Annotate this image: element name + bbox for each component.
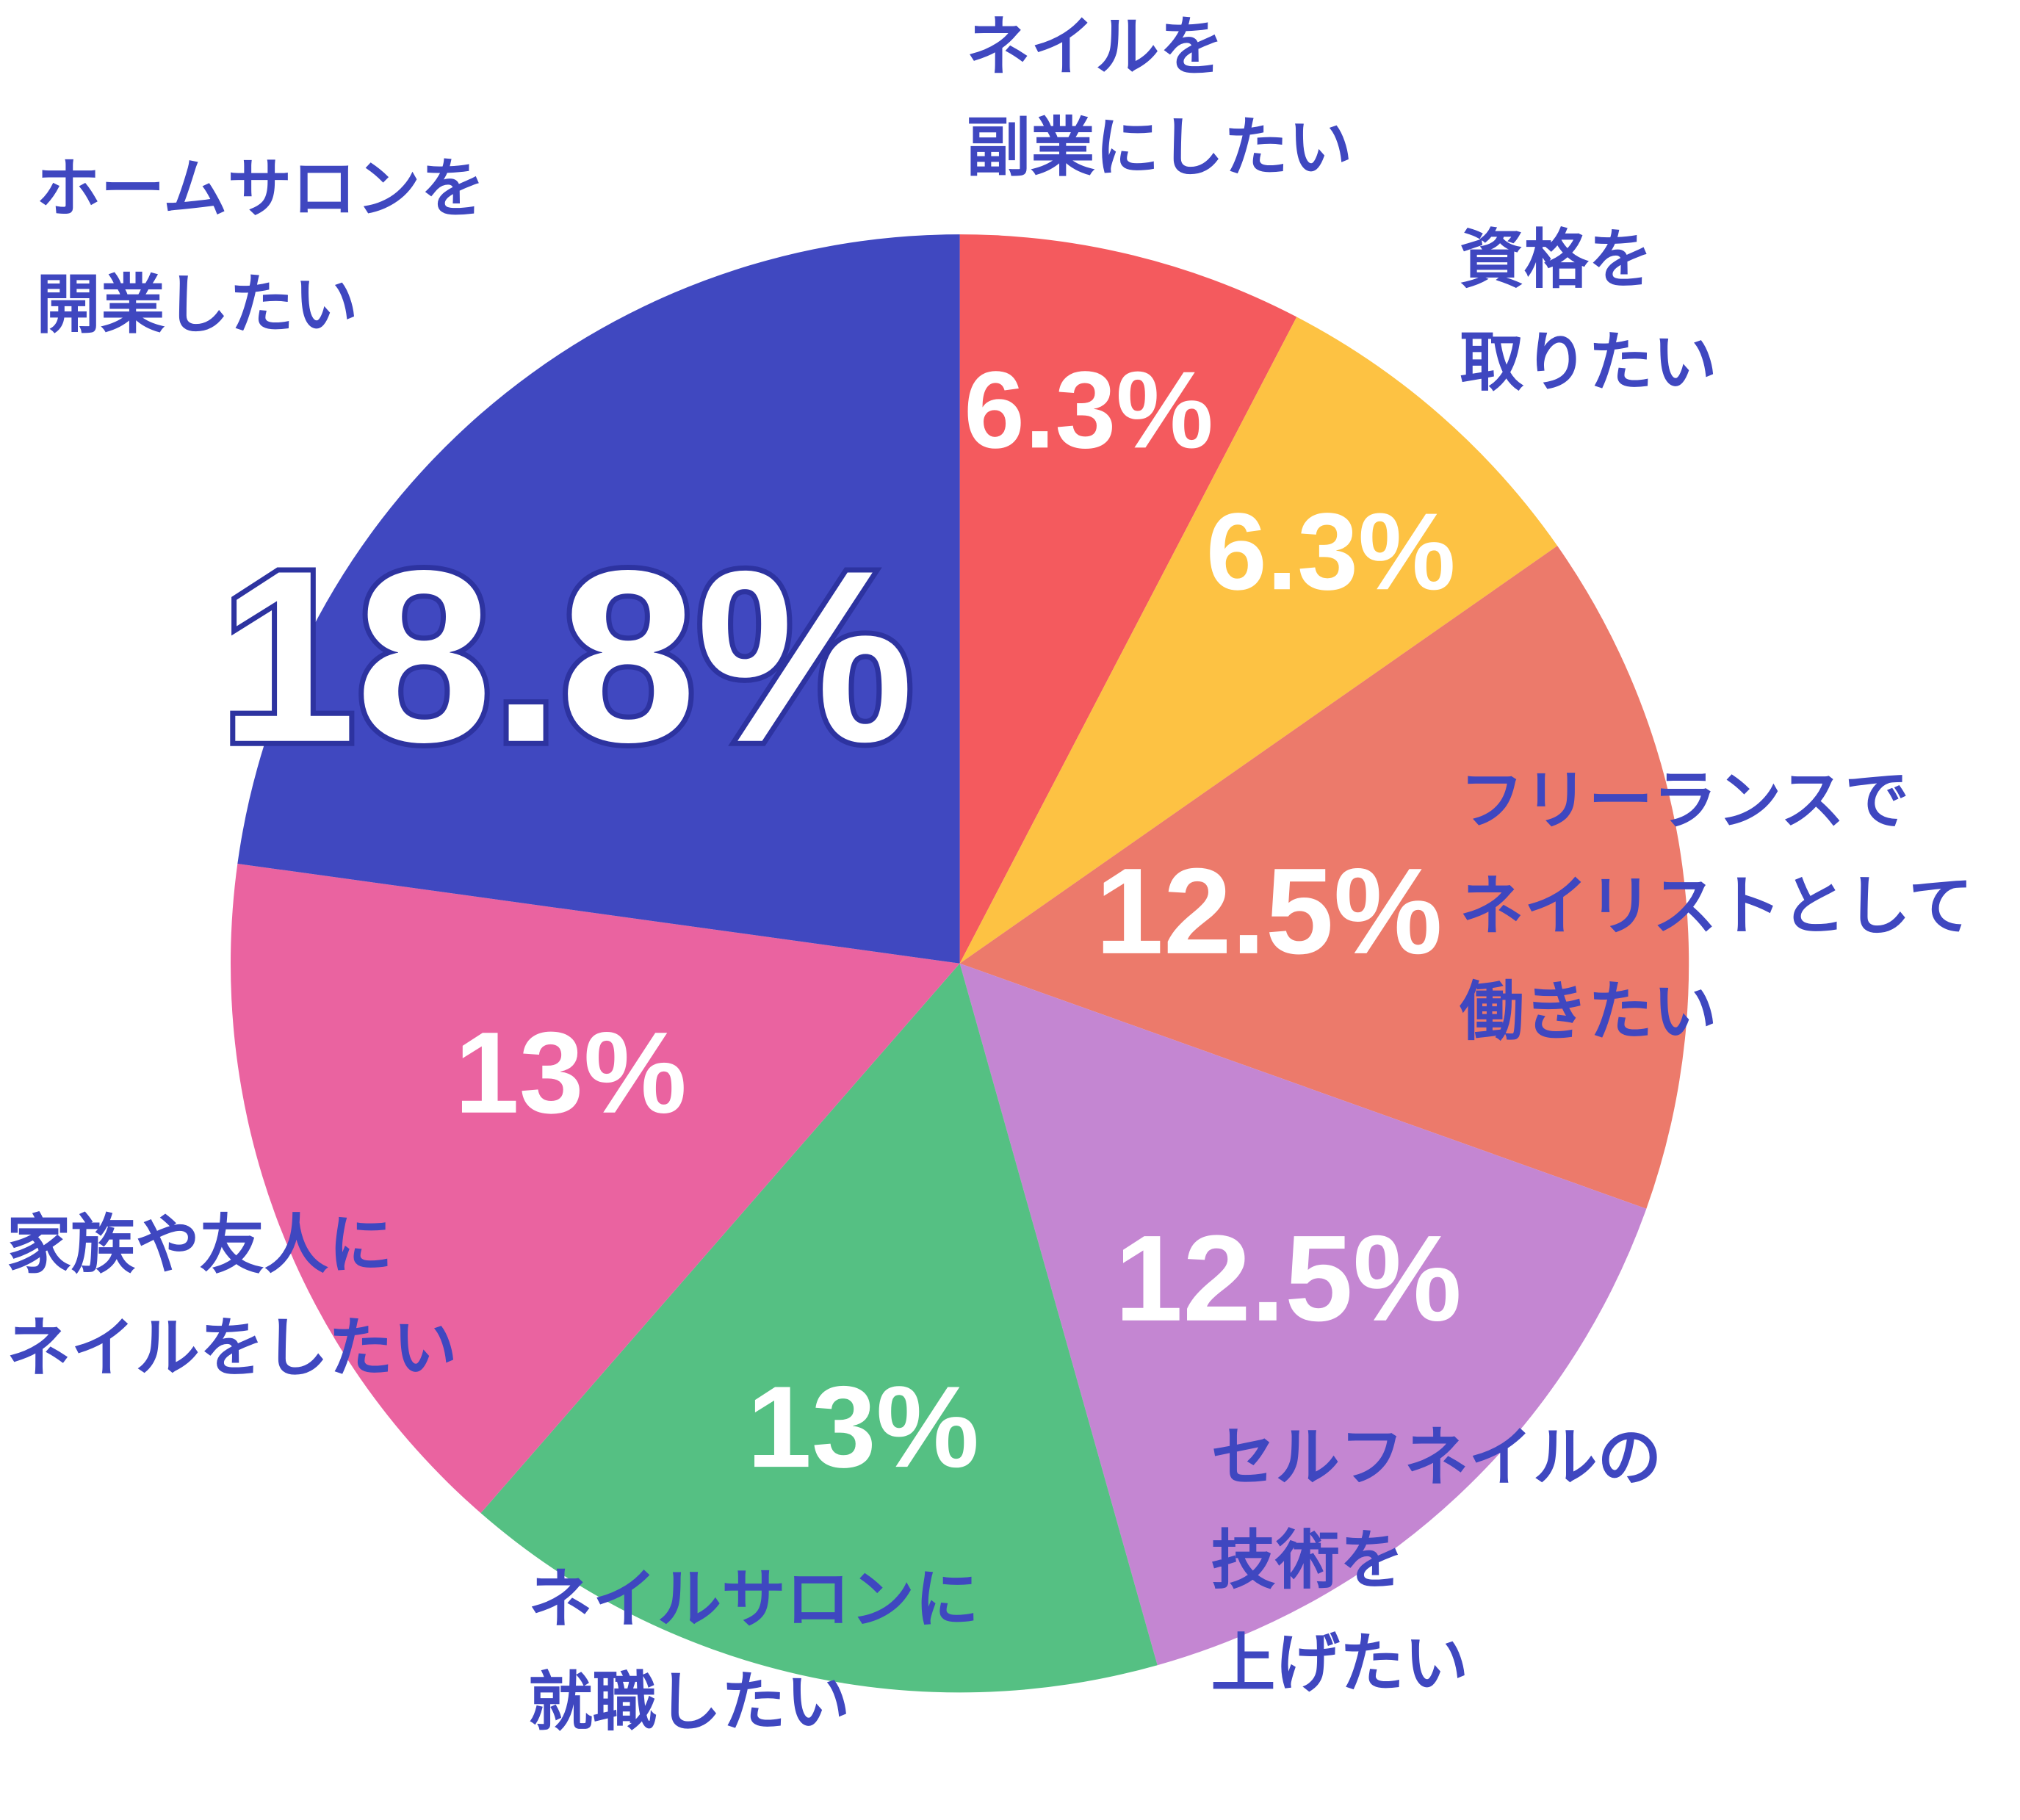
category-label: 技術を [1211, 1523, 1404, 1598]
category-label: 家族や友人に [7, 1207, 393, 1282]
pie-slice [231, 863, 960, 1514]
value-label: 13% [455, 1008, 687, 1138]
pie-slice [959, 963, 1647, 1666]
value-label: 6.3% [1206, 490, 1456, 613]
category-label: 就職したい [528, 1665, 850, 1740]
pie-slice [237, 234, 960, 964]
value-label: 18.8% [220, 519, 914, 793]
pie-slice [959, 317, 1558, 964]
category-label: ホームサロンを [36, 151, 485, 226]
category-label: ネイルを [966, 10, 1224, 84]
category-label: ネイルサロンに [528, 1561, 979, 1636]
pie-slice [480, 963, 1158, 1693]
category-label: 資格を [1460, 222, 1653, 297]
category-label: セルフネイルの [1211, 1420, 1662, 1495]
category-label: フリーランスで [1460, 763, 1909, 838]
category-label: 取りたい [1460, 325, 1717, 400]
category-label: 副業にしたい [966, 110, 1352, 185]
value-label: 12.5% [1095, 843, 1442, 980]
pie-slice [959, 234, 1297, 964]
value-label: 12.5% [1115, 1210, 1462, 1347]
category-label: ネイルをしたい [7, 1310, 458, 1385]
pie-slice [959, 546, 1689, 1209]
value-label: 6.3% [964, 348, 1213, 471]
category-label: ネイリストとして [1460, 869, 1973, 944]
category-label: 働きたい [1460, 975, 1717, 1050]
value-label: 13% [747, 1362, 979, 1492]
category-label: 上げたい [1211, 1626, 1469, 1701]
category-label: 開業したい [36, 267, 358, 342]
